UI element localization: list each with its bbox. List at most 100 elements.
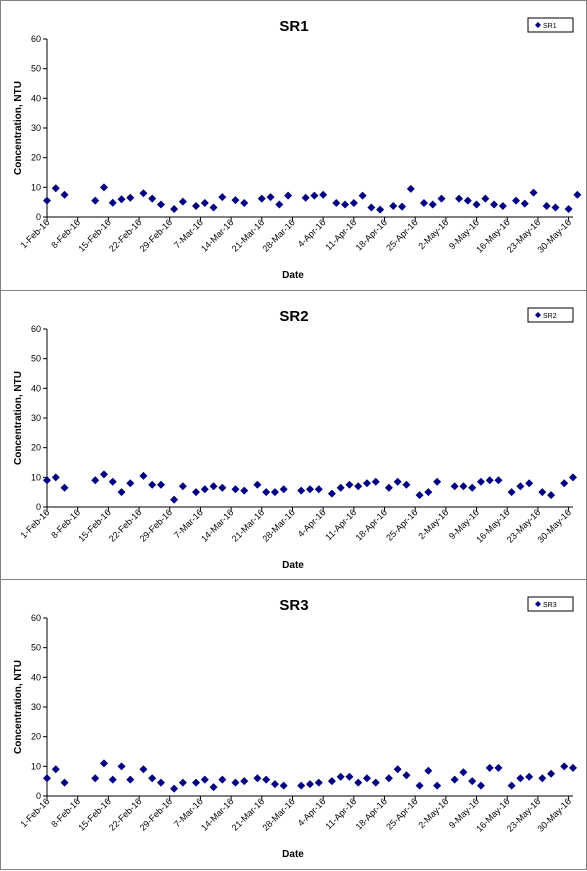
data-point [433,477,442,486]
data-point [468,777,477,786]
x-tick-label: 2-May-16 [416,217,450,251]
x-tick-label: 29-Feb-16 [138,507,174,543]
data-point [279,485,288,494]
data-point [209,482,218,491]
data-point [156,200,165,209]
data-point [384,774,393,783]
data-point [362,479,371,488]
data-point [60,190,69,199]
data-point [51,765,60,774]
data-point [415,491,424,500]
y-tick-label: 40 [31,672,41,682]
legend-box [527,596,574,612]
x-tick-label: 29-Feb-16 [138,217,174,253]
data-point [376,205,385,214]
x-tick-label: 30-May-16 [536,507,573,544]
data-point [51,184,60,193]
data-point [178,778,187,787]
data-point [354,482,363,491]
data-point [564,204,573,213]
data-point [428,200,437,209]
data-point [319,190,328,199]
data-point [108,198,117,207]
data-point [43,476,51,485]
data-point [538,774,547,783]
x-tick-label: 30-May-16 [536,217,573,254]
x-tick-label: 28-Mar-16 [260,507,296,543]
x-tick-label: 11-Apr-16 [323,217,358,252]
x-tick-label: 2-May-16 [416,796,450,830]
y-tick-label: 30 [31,123,41,133]
x-tick-label: 25-Apr-16 [384,217,419,252]
x-tick-label: 28-Mar-16 [260,217,296,253]
data-point [231,778,240,787]
data-point [240,777,249,786]
y-axis-label: Concentration, NTU [13,81,24,175]
chart-title: SR3 [279,597,308,614]
data-point [126,479,135,488]
data-point [200,775,209,784]
y-tick-label: 10 [31,182,41,192]
x-axis-label: Date [282,849,304,860]
data-point [218,483,227,492]
legend-marker [535,601,541,607]
x-tick-label: 29-Feb-16 [138,796,174,832]
data-point [99,183,108,192]
data-point [393,765,402,774]
data-point [99,759,108,768]
legend-label: SR1 [543,23,557,30]
data-point [231,485,240,494]
data-point [117,762,126,771]
data-point [472,200,481,209]
data-point [512,196,521,205]
data-point [91,774,100,783]
data-point [240,486,249,495]
data-point [573,190,582,199]
data-point [424,488,433,497]
x-tick-label: 11-Apr-16 [323,507,358,542]
data-point [275,200,284,209]
data-point [494,476,503,485]
data-point [178,482,187,491]
data-point [200,485,209,494]
data-point [481,194,490,203]
data-point [262,488,271,497]
data-point [139,765,148,774]
x-axis-label: Date [282,560,304,571]
data-point [367,203,376,212]
x-tick-label: 18-Apr-16 [354,796,389,831]
data-point [60,778,69,787]
chart-title: SR1 [279,18,308,35]
data-point [525,772,534,781]
data-point [240,199,249,208]
data-point [284,191,293,200]
legend: SR1 [527,17,574,33]
data-point [108,477,117,486]
data-point [402,480,411,489]
chart-title: SR2 [279,308,308,325]
data-point [327,489,336,498]
data-point [459,482,468,491]
data-point [415,781,424,790]
data-point [485,763,494,772]
y-tick-label: 50 [31,354,41,364]
data-point [231,196,240,205]
data-point [99,470,108,479]
data-point [336,483,345,492]
data-point [306,780,314,789]
chart-svg: SR2 SR201020304050601-Feb-168-Feb-1615-Fe… [13,307,577,571]
x-tick-label: 1-Feb-16 [19,796,52,829]
data-point [569,473,577,482]
data-point [139,189,148,198]
data-point [117,195,126,204]
data-point [525,479,534,488]
x-tick-label: 28-Mar-16 [260,796,296,832]
data-point [402,771,411,780]
data-point [354,778,363,787]
x-tick-label: 11-Apr-16 [323,796,358,831]
data-point [358,191,367,200]
data-point [270,780,279,789]
y-tick-label: 10 [31,761,41,771]
x-tick-label: 1-Feb-16 [19,217,52,250]
data-point [257,194,266,203]
